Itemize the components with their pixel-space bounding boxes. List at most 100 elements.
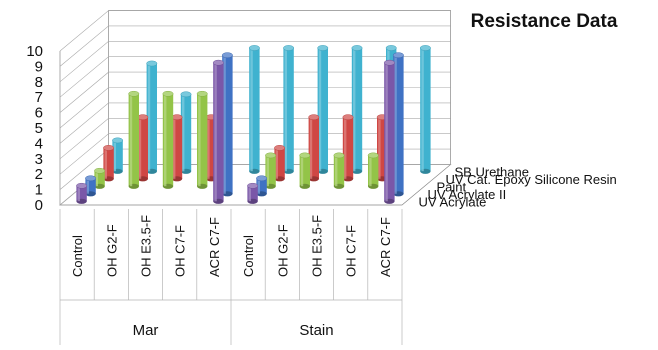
bar-body [76,185,87,202]
bar-paint [299,152,311,189]
y-tick-label: 2 [35,166,43,183]
bar-highlight [275,147,278,179]
group-label: Mar [133,322,159,339]
bar-top [248,45,260,51]
bar-highlight [385,62,388,202]
group-label: Stain [299,322,333,339]
bar-paint [196,90,208,189]
bar-top [419,45,431,51]
bar-highlight [369,155,372,187]
category-label: Control [241,235,256,277]
bar-top [265,152,277,159]
bar-top [367,152,379,159]
gridline [59,10,451,52]
bar-body [197,93,208,187]
bar-sb-urethane [317,45,329,174]
y-tick-label: 1 [35,182,43,199]
bar-highlight [223,55,226,194]
bar-body [342,117,354,179]
bar-highlight [104,147,107,179]
bar-uv-cat-epoxy-silicone-resin [274,145,286,182]
bar-sb-urethane [283,45,295,174]
y-tick-label: 8 [35,74,43,91]
bar-top [112,137,124,144]
bar-top [342,114,354,121]
bar-body [103,147,114,179]
y-tick-label: 7 [35,89,43,106]
bar-body [222,55,233,194]
bar-paint [265,152,277,189]
bar-sb-urethane [248,45,260,174]
bar-uv-acrylate-ii [221,52,233,197]
bar-uv-acrylate-ii [85,175,97,197]
chart-bars [76,45,431,204]
bar-highlight [182,94,185,172]
bar-body [420,48,431,172]
bar-body [162,93,174,187]
y-tick-label: 4 [35,135,43,152]
category-label: OH E3.5-F [310,215,325,277]
bar-paint [367,152,379,189]
bar-highlight [284,48,287,172]
bar-highlight [207,117,210,179]
bar-uv-acrylate-ii [392,52,404,197]
bar-uv-acrylate [76,182,88,204]
category-label: ACR C7-F [378,217,393,277]
bar-paint [94,167,106,189]
bar-highlight [344,117,347,179]
bar-highlight [335,155,338,187]
bar-uv-acrylate [247,182,259,204]
bar-top [274,145,286,151]
gridline [59,25,451,67]
bar-top [94,167,106,174]
bar-uv-cat-epoxy-silicone-resin [137,114,149,182]
category-label: OH C7-F [173,225,188,277]
bar-highlight [164,93,167,187]
bar-highlight [113,140,116,172]
bar-uv-acrylate [383,59,395,204]
bar-top [171,114,183,121]
bar-body [274,147,285,179]
category-label: ACR C7-F [207,217,222,277]
bar-body [393,55,404,194]
bar-body [384,62,395,202]
gridline [59,102,451,144]
bar-top [333,152,345,159]
y-tick-label: 3 [35,151,43,168]
bar-body [333,155,345,187]
y-tick-label: 10 [26,43,43,60]
gridline [59,133,451,175]
bar-highlight [266,155,269,187]
bar-body [351,48,363,172]
bar-sb-urethane [146,60,158,174]
bar-highlight [138,117,142,179]
bar-highlight [147,63,151,172]
bar-body [368,155,379,187]
y-tick-label: 9 [35,58,43,75]
bar-highlight [248,185,251,202]
bar-highlight [353,48,356,172]
bar-sb-urethane [351,45,363,174]
gridline [59,56,451,98]
y-tick-label: 6 [35,105,43,122]
gridline [59,71,451,113]
bar-body [317,48,328,172]
bar-top [103,145,115,151]
bar-highlight [300,155,304,187]
y-tick-label: 0 [35,197,43,214]
bar-uv-cat-epoxy-silicone-resin [342,114,354,182]
bar-body [85,178,96,194]
bar-highlight [214,62,217,202]
gridline [59,40,451,83]
bar-paint [333,152,345,189]
bar-body [180,94,192,172]
bar-body [171,117,183,179]
bar-top [180,91,192,98]
bar-highlight [394,55,397,194]
bar-body [299,155,310,187]
series-label: UV Acrylate II [428,187,507,202]
bar-uv-cat-epoxy-silicone-resin [308,114,320,182]
bar-top [76,182,88,189]
